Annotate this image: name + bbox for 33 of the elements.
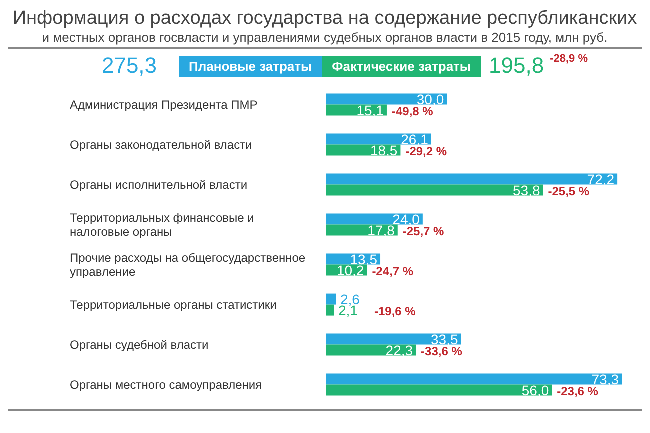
series-label: Плановые затраты bbox=[179, 56, 322, 76]
annotation: -19,6 % bbox=[374, 304, 416, 318]
data-label: 56,0 bbox=[522, 382, 550, 398]
bar bbox=[326, 214, 423, 225]
y-tick-label: Прочие расходы на общегосударственное управление bbox=[70, 251, 306, 279]
chart-title: Информация о расходах государства на содержание республиканских bbox=[12, 8, 638, 30]
y-tick-label: Органы исполнительной власти bbox=[70, 178, 248, 192]
bar bbox=[326, 374, 622, 385]
bar bbox=[326, 174, 618, 185]
bar bbox=[326, 384, 552, 396]
bar bbox=[326, 304, 334, 316]
bar bbox=[326, 94, 448, 105]
bar bbox=[326, 134, 432, 145]
text: 195,8 bbox=[489, 53, 544, 79]
bar bbox=[326, 294, 336, 305]
data-label: 18,5 bbox=[370, 142, 398, 158]
data-label: 15,1 bbox=[356, 102, 384, 118]
data-label: 72,2 bbox=[587, 171, 615, 188]
text: 275,3 bbox=[102, 53, 158, 79]
text: -28,9 % bbox=[550, 53, 588, 65]
bar bbox=[326, 334, 462, 345]
annotation: -25,5 % bbox=[548, 184, 590, 198]
y-tick-label: Территориальных финансовые и налоговые органы bbox=[70, 211, 254, 239]
chart-subtitle: и местных органов госвласти и управлениями судебных органов власти в 2015 году, млн руб. bbox=[41, 30, 609, 45]
text: Фактические затраты bbox=[322, 56, 482, 76]
y-tick-label: Территориальные органы статистики bbox=[70, 298, 277, 312]
y-tick-label: Администрация Президента ПМР bbox=[70, 98, 258, 112]
data-label: 22,3 bbox=[386, 342, 414, 358]
data-label: 53,8 bbox=[513, 182, 540, 198]
y-tick-label: Органы судебной власти bbox=[70, 338, 209, 352]
bar bbox=[326, 184, 544, 196]
y-tick-label: Органы местного самоуправления bbox=[70, 378, 262, 392]
y-tick-label: Органы законодательной власти bbox=[70, 138, 252, 152]
